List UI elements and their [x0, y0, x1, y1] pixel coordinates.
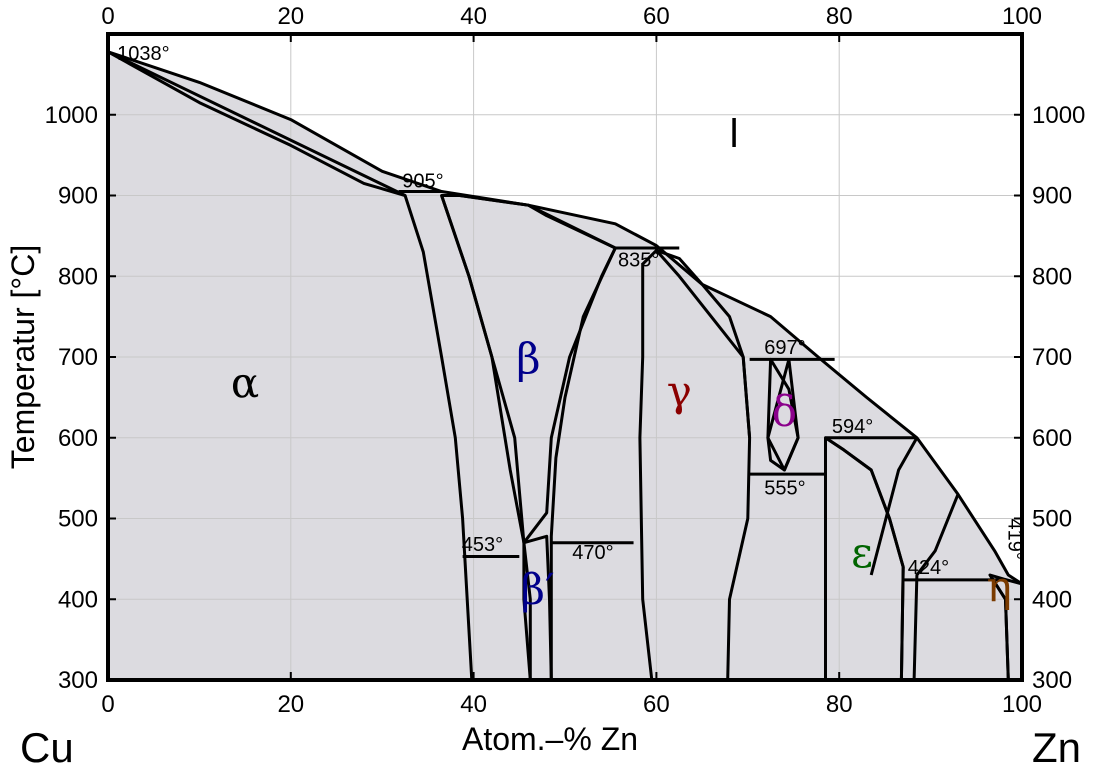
y-tick-label: 500	[58, 506, 98, 533]
x-tick-label: 0	[101, 691, 114, 718]
y-tick-label-right: 300	[1032, 667, 1072, 694]
boundary-line	[440, 195, 532, 680]
solidus-line	[107, 50, 406, 197]
x-tick-label-top: 20	[277, 3, 304, 30]
temperature-label: 555°	[764, 477, 805, 499]
y-tick-label: 700	[58, 344, 98, 371]
y-tick-label-right: 800	[1032, 263, 1072, 290]
x-axis-title: Atom.–% Zn	[462, 721, 638, 757]
boundary-line	[655, 248, 752, 438]
temperature-label: 419°	[1003, 519, 1025, 560]
phase-label: α	[231, 358, 259, 407]
right-element-label: Zn	[1032, 724, 1081, 768]
boundary-line	[766, 359, 800, 472]
left-element-label: Cu	[20, 724, 74, 768]
x-tick-label: 20	[277, 691, 304, 718]
phase-boundaries	[107, 50, 1023, 681]
y-tick-label-right: 600	[1032, 425, 1072, 452]
y-axis-title: Temperatur [°C]	[5, 245, 41, 469]
x-tick-label-top: 0	[101, 3, 114, 30]
phase-label: ε	[851, 528, 873, 577]
boundary-line	[869, 437, 919, 576]
x-tick-label-top: 60	[643, 3, 670, 30]
boundary-line	[549, 247, 617, 680]
phase-region	[638, 248, 752, 682]
phase-label: γ	[667, 366, 692, 415]
x-tick-label: 60	[643, 691, 670, 718]
y-tick-label-right: 500	[1032, 506, 1072, 533]
y-tick-label: 900	[58, 183, 98, 210]
boundary-line	[988, 574, 1010, 681]
phase-label: η	[987, 562, 1012, 611]
temperature-label: 470°	[572, 542, 613, 564]
temperature-label: 424°	[908, 557, 949, 579]
temperature-label: 453°	[462, 534, 503, 556]
labels: α β β′ γ δ ε η l 1038° 905° 835° 697° 594° 555° 453° 47…	[117, 43, 1025, 613]
y-tick-label: 400	[58, 586, 98, 613]
temperature-label: 697°	[764, 337, 805, 359]
phase-label: β′	[521, 564, 555, 613]
two-phase-region	[108, 51, 1022, 681]
temperature-label: 594°	[832, 416, 873, 438]
boundary-line	[824, 436, 905, 681]
y-tick-label: 300	[58, 667, 98, 694]
boundary-line	[527, 203, 616, 250]
x-tick-label-top: 100	[1002, 3, 1042, 30]
x-tick-label: 40	[460, 691, 487, 718]
temperature-label: 835°	[618, 250, 659, 272]
phase-label: δ	[772, 387, 797, 436]
y-tick-label: 600	[58, 425, 98, 452]
y-tick-label-right: 400	[1032, 586, 1072, 613]
liquid-phase-label: l	[730, 112, 739, 156]
y-tick-label: 800	[58, 263, 98, 290]
boundary-line	[459, 194, 529, 207]
boundary-line	[912, 493, 960, 681]
y-tick-label-right: 700	[1032, 344, 1072, 371]
phase-label: β	[516, 334, 540, 383]
y-tick-label: 1000	[45, 102, 98, 129]
x-tick-label-top: 40	[460, 3, 487, 30]
x-tick-label-top: 80	[826, 3, 853, 30]
x-tick-label: 100	[1002, 691, 1042, 718]
temperature-label: 1038°	[117, 43, 170, 65]
y-tick-label-right: 900	[1032, 183, 1072, 210]
temperature-label: 905°	[402, 170, 443, 192]
y-tick-label-right: 1000	[1032, 102, 1085, 129]
x-tick-label: 80	[826, 691, 853, 718]
